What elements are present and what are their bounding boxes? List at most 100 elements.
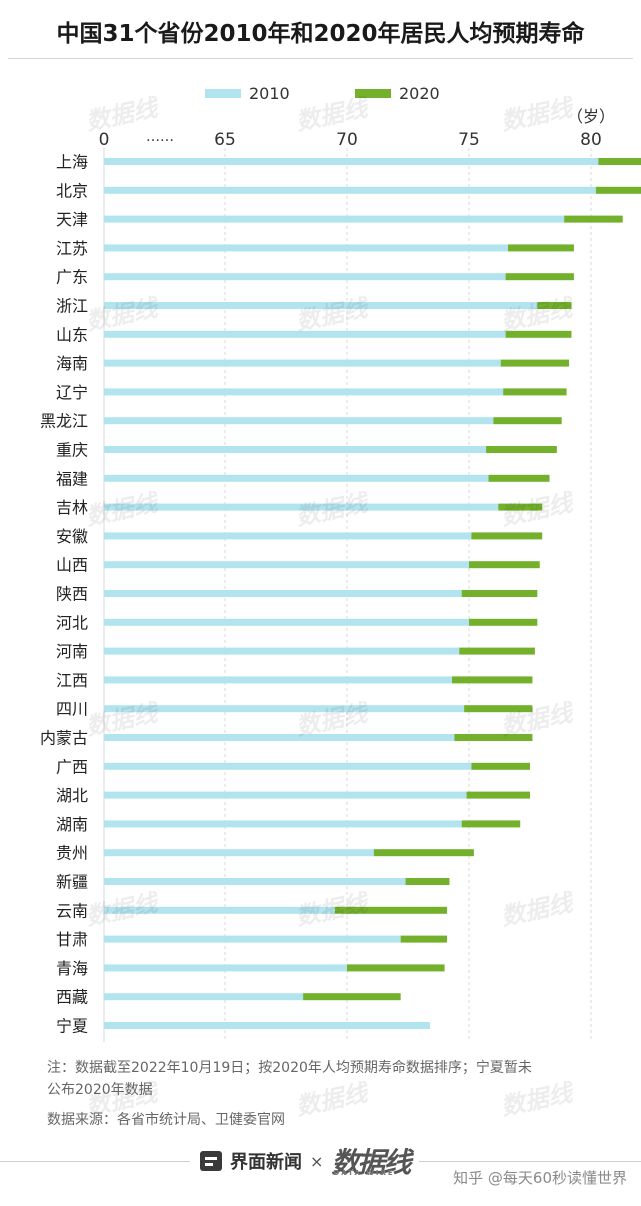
data-source: 数据来源：各省市统计局、卫健委官网 — [47, 1112, 285, 1128]
bar-2010 — [104, 964, 347, 972]
x-tick-label-75: 75 — [458, 130, 480, 150]
bar-2010 — [104, 820, 462, 828]
category-label: 青海 — [56, 959, 88, 978]
legend: 2010 2020 — [0, 84, 641, 106]
bar-2010 — [104, 734, 455, 741]
x-tick-label-70: 70 — [336, 130, 358, 150]
category-label: 湖南 — [56, 815, 88, 834]
title-divider — [8, 58, 633, 59]
bar-2020 — [564, 215, 623, 223]
shujuxian-logo: 数据线 DATA WIRE — [331, 1141, 411, 1181]
bar-2010 — [104, 503, 499, 511]
bar-2020 — [400, 935, 448, 943]
category-label: 吉林 — [56, 498, 88, 517]
bar-2020 — [503, 388, 567, 396]
bar-2010 — [104, 474, 489, 482]
category-label: 陕西 — [56, 585, 88, 604]
shujuxian-brand: 数据线 — [331, 1146, 411, 1179]
category-label: 北京 — [56, 181, 88, 200]
category-label: 广西 — [56, 757, 88, 776]
bar-2010 — [104, 273, 506, 281]
category-label: 江西 — [56, 671, 88, 690]
bar-2020 — [537, 302, 572, 309]
category-label: 福建 — [56, 469, 88, 488]
bar-2010 — [104, 244, 509, 252]
category-label: 新疆 — [56, 873, 88, 892]
bar-2020 — [493, 417, 562, 425]
axis-break-marker: …… — [146, 129, 174, 145]
bar-2010 — [104, 935, 401, 943]
bar-2020 — [334, 906, 448, 914]
category-label: 天津 — [56, 210, 88, 229]
notes: 注：数据截至2022年10月19日；按2020年人均预期寿命数据排序；宁夏暂未 … — [47, 1057, 617, 1131]
bar-2010 — [104, 359, 501, 367]
bar-2020 — [459, 647, 535, 655]
legend-item-2010: 2010 — [205, 84, 290, 103]
legend-label-2020: 2020 — [399, 84, 440, 103]
bar-2010 — [104, 330, 506, 338]
legend-item-2020: 2020 — [355, 84, 440, 103]
bar-2010 — [104, 647, 460, 655]
category-label: 广东 — [56, 268, 88, 287]
category-label: 辽宁 — [56, 383, 88, 402]
category-label: 内蒙古 — [40, 729, 88, 748]
bar-chart: 06570758085……（岁）上海北京天津江苏广东浙江山东海南辽宁黑龙江重庆福… — [40, 107, 641, 1042]
note-line-1: 注：数据截至2022年10月19日；按2020年人均预期寿命数据排序；宁夏暂未 — [47, 1060, 532, 1076]
bar-2020 — [500, 359, 570, 367]
x-tick-label-80: 80 — [580, 130, 602, 150]
category-label: 河南 — [56, 642, 88, 661]
x-tick-label-0: 0 — [99, 130, 110, 150]
bar-2010 — [104, 446, 487, 453]
category-label: 山东 — [56, 325, 88, 344]
x-tick-label-65: 65 — [214, 130, 236, 150]
category-label: 宁夏 — [56, 1017, 88, 1036]
bar-2020 — [373, 849, 474, 857]
category-label: 黑龙江 — [40, 412, 88, 431]
x-axis-unit: （岁） — [567, 107, 615, 126]
zhihu-credit: 知乎 @每天60秒读懂世界 — [453, 1169, 627, 1187]
legend-swatch-2020 — [355, 89, 391, 98]
bar-2020 — [303, 993, 401, 1001]
bar-2010 — [104, 532, 472, 540]
category-label: 甘肃 — [56, 930, 88, 949]
bar-2020 — [461, 590, 538, 597]
bar-2020 — [595, 186, 641, 194]
times-sign: × — [310, 1151, 324, 1171]
bar-2020 — [508, 244, 574, 252]
bar-2020 — [464, 705, 533, 713]
category-label: 四川 — [56, 700, 88, 719]
bar-2010 — [104, 878, 406, 885]
category-label: 河北 — [56, 613, 88, 632]
bar-2010 — [104, 590, 462, 597]
category-label: 云南 — [56, 901, 88, 920]
jiemian-logo-icon — [200, 1151, 222, 1171]
note-line-2: 公布2020年数据 — [47, 1082, 153, 1098]
category-label: 西藏 — [56, 988, 88, 1007]
bar-2020 — [471, 532, 543, 540]
bar-2010 — [104, 618, 469, 626]
bar-2020 — [488, 474, 550, 482]
bar-2020 — [466, 791, 530, 799]
category-label: 海南 — [56, 354, 88, 373]
bar-2020 — [405, 878, 450, 885]
bar-2010 — [104, 849, 374, 857]
bar-2010 — [104, 388, 504, 396]
bar-2020 — [451, 676, 533, 684]
bar-2020 — [498, 503, 543, 511]
category-label: 山西 — [56, 556, 88, 575]
jiemian-brand: 界面新闻 — [230, 1152, 302, 1173]
legend-swatch-2010 — [205, 89, 241, 98]
bar-2010 — [104, 158, 599, 165]
footer: 界面新闻 × 数据线 DATA WIRE — [0, 1138, 641, 1183]
bar-2020 — [471, 762, 530, 770]
bar-2020 — [505, 273, 574, 281]
footer-brands: 界面新闻 × 数据线 DATA WIRE — [190, 1146, 420, 1179]
bar-2020 — [486, 446, 557, 453]
bar-2020 — [598, 158, 641, 165]
bar-2010 — [104, 302, 538, 309]
bar-2010 — [104, 417, 494, 425]
bar-2020 — [454, 734, 533, 741]
bar-2010 — [104, 215, 565, 223]
bar-2020 — [505, 330, 572, 338]
bar-2010 — [104, 762, 472, 770]
